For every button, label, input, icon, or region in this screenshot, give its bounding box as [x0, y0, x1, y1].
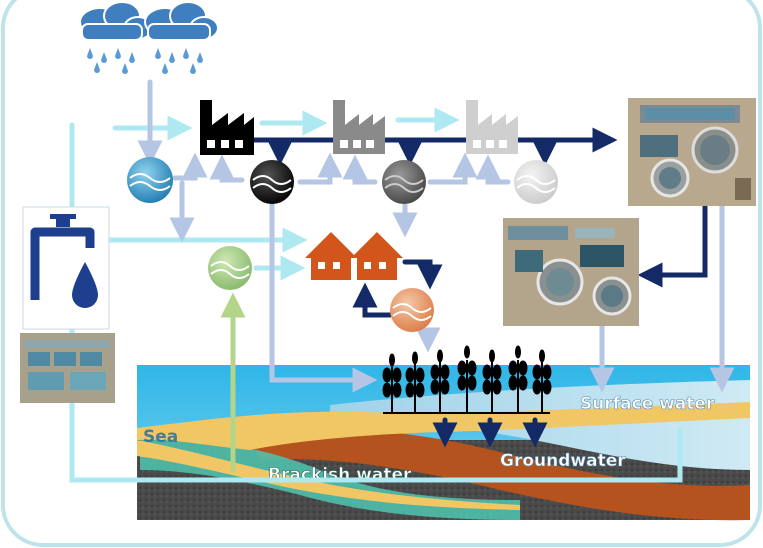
water-tap-icon — [30, 227, 95, 300]
water-drop-icon — [72, 262, 98, 308]
treatment-plant-photo — [20, 333, 115, 403]
factory-icon — [466, 100, 518, 154]
wheat-icon — [382, 345, 552, 413]
landscape-cross-section — [137, 365, 750, 521]
water-ball-black — [250, 160, 294, 204]
clay-layer — [250, 429, 750, 521]
water-ball-orange — [390, 288, 434, 332]
label-sea: Sea — [143, 427, 178, 447]
water-ball-green — [208, 246, 252, 290]
label-surface-water: Surface water — [580, 394, 715, 414]
water-tap-panel — [22, 206, 110, 330]
treatment-plant-photo — [628, 98, 756, 206]
treatment-plant-photo — [503, 218, 639, 326]
factory-icon — [200, 100, 254, 155]
water-ball-grey — [382, 160, 426, 204]
rain-cloud-icon — [79, 1, 219, 74]
water-ball-blue — [127, 157, 173, 203]
seabed-sand — [137, 440, 520, 510]
house-icon — [305, 232, 403, 280]
factory-icon — [333, 100, 385, 154]
label-groundwater: Groundwater — [500, 451, 626, 471]
water-ball-light — [514, 160, 558, 204]
